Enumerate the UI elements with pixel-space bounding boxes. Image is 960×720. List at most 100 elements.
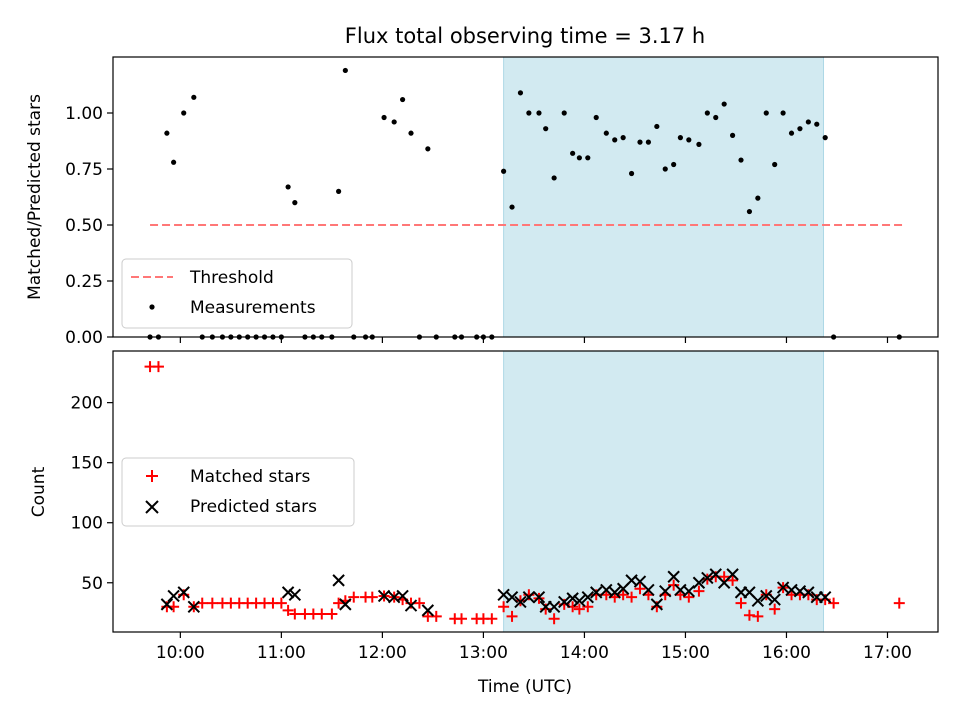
measurement-point-55 [637, 139, 643, 145]
measurement-point-54 [628, 170, 635, 177]
predicted-point-16 [522, 590, 536, 604]
predicted-point-2 [177, 586, 190, 599]
legend-matched-swatch [146, 470, 158, 482]
matched-point-67 [735, 597, 747, 609]
y-tick-label-bot-1: 100 [71, 514, 103, 534]
predicted-point-19 [547, 600, 561, 613]
measurement-point-70 [763, 110, 769, 116]
predicted-point-45 [768, 593, 781, 606]
x-tick-label-7: 17:00 [863, 643, 912, 663]
predicted-point-12 [421, 604, 435, 617]
matched-point-15 [275, 597, 287, 609]
measurement-point-68 [746, 208, 753, 215]
measurement-point-27 [381, 114, 387, 121]
measurement-point-69 [755, 195, 761, 201]
measurement-point-64 [713, 114, 719, 121]
predicted-point-3 [187, 600, 201, 613]
observing-window-top [503, 56, 825, 338]
count-panel: 10:00 11:00 12:00 13:00 14:00 15:00 16:00 17:00… [29, 350, 939, 663]
predicted-point-51 [818, 590, 832, 604]
x-tick-label-3: 13:00 [459, 643, 508, 663]
predicted-point-15 [514, 595, 527, 609]
x-tick-label-0: 10:00 [156, 643, 205, 663]
measurement-point-29 [399, 96, 406, 103]
count-y-axis-label: Count [29, 466, 49, 517]
measurement-point-71 [772, 161, 778, 168]
matched-point-69 [752, 610, 764, 622]
measurement-point-4 [181, 110, 187, 116]
predicted-point-6 [332, 574, 345, 587]
x-tick-label-2: 12:00 [358, 643, 407, 663]
legend-measurements-swatch [149, 304, 155, 310]
measurement-point-16 [285, 184, 291, 190]
measurement-point-49 [585, 155, 591, 161]
y-tick-label-bot-0: 50 [81, 574, 103, 594]
x-tick-label-6: 16:00 [762, 643, 811, 663]
predicted-point-22 [573, 594, 586, 607]
measurement-point-48 [576, 155, 582, 161]
matched-point-35 [456, 613, 468, 625]
x-tick-label-1: 11:00 [257, 643, 306, 663]
measurement-point-52 [612, 137, 618, 143]
observing-window-bot [503, 350, 825, 633]
measurement-point-39 [501, 168, 507, 174]
matched-point-17 [289, 608, 301, 620]
legend-predicted-swatch [145, 500, 159, 514]
predicted-point-0 [160, 598, 174, 611]
predicted-point-17 [532, 590, 546, 604]
chart-title: Flux total observing time = 3.17 h [345, 24, 705, 48]
x-tick-label-5: 15:00 [661, 643, 710, 663]
measurement-point-47 [570, 150, 576, 156]
ratio-panel-frame [112, 56, 939, 338]
measurement-point-23 [342, 67, 348, 74]
ratio-panel: 0.00 0.25 0.50 0.75 1.00 Matched/Predicted s… [25, 56, 939, 348]
measurement-point-73 [788, 130, 795, 136]
matched-point-20 [316, 608, 328, 620]
measurement-point-74 [797, 126, 803, 132]
measurement-point-60 [677, 135, 683, 141]
predicted-point-11 [404, 599, 418, 612]
matched-point-79 [893, 597, 905, 609]
predicted-point-49 [802, 586, 815, 599]
matched-point-31 [413, 597, 425, 609]
predicted-point-24 [590, 586, 603, 599]
matched-point-16 [282, 604, 294, 616]
matched-point-53 [617, 589, 629, 601]
measurement-point-77 [822, 135, 828, 141]
predicted-point-36 [692, 576, 706, 589]
predicted-point-26 [608, 586, 621, 599]
matched-point-7 [206, 597, 218, 609]
matched-point-71 [769, 603, 781, 615]
matched-point-62 [693, 585, 705, 597]
measurement-point-30 [408, 130, 414, 136]
predicted-point-8 [377, 589, 391, 603]
legend-matched-label: Matched stars [190, 467, 310, 487]
measurement-point-62 [696, 141, 702, 147]
measurement-point-67 [738, 157, 744, 163]
matched-point-40 [506, 610, 518, 622]
measurement-point-45 [551, 175, 557, 181]
predicted-point-14 [505, 590, 519, 604]
measurement-point-22 [336, 188, 342, 194]
matched-point-39 [498, 601, 510, 613]
measurement-point-44 [543, 126, 549, 132]
count-legend-box [121, 457, 355, 527]
measurement-point-61 [686, 137, 692, 143]
y-tick-label-top-3: 0.75 [65, 160, 103, 180]
y-tick-label-bot-2: 150 [71, 454, 103, 474]
predicted-point-23 [581, 590, 595, 604]
ratio-legend: Threshold Measurements [121, 258, 353, 329]
x-axis-label: Time (UTC) [477, 677, 572, 697]
matched-point-61 [683, 591, 695, 603]
matched-point-21 [326, 608, 338, 620]
measurement-point-59 [671, 161, 677, 168]
matched-point-38 [486, 613, 498, 625]
measurement-point-50 [593, 114, 599, 121]
count-panel-frame [112, 350, 939, 633]
measurement-point-40 [509, 204, 515, 210]
predicted-point-20 [558, 595, 571, 609]
matched-point-4 [178, 589, 190, 601]
matched-point-45 [548, 613, 560, 625]
y-tick-label-top-2: 0.50 [65, 216, 103, 236]
